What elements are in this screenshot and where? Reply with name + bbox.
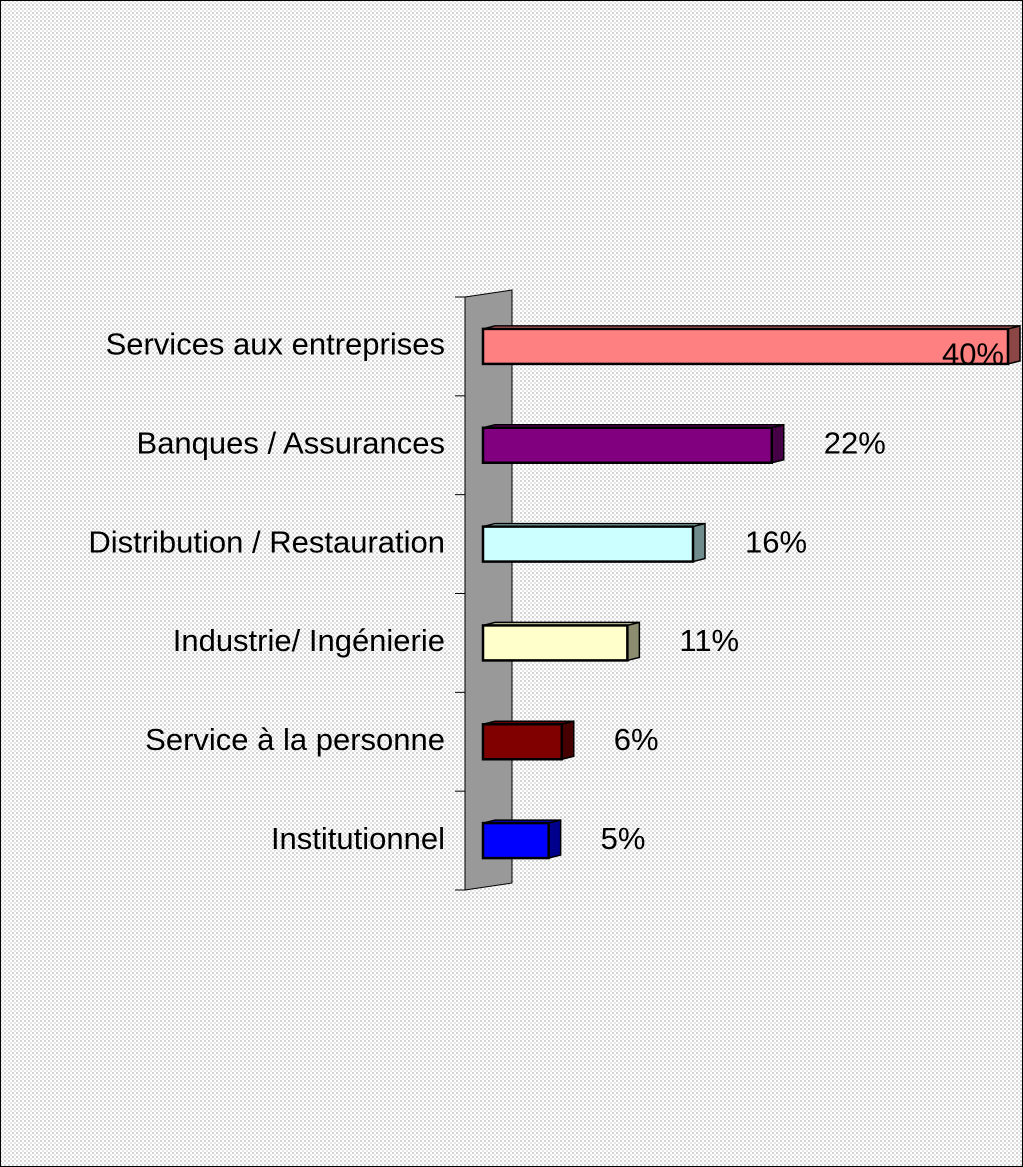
bar [481, 525, 695, 563]
category-label: Institutionnel [271, 821, 445, 856]
category-label: Banques / Assurances [137, 425, 445, 460]
value-label: 6% [614, 722, 659, 757]
bar-side [1007, 324, 1021, 365]
category-label: Industrie/ Ingénierie [173, 623, 445, 658]
bar [481, 821, 550, 860]
value-label: 5% [601, 821, 646, 856]
category-label: Services aux entreprises [106, 327, 445, 362]
bar [481, 426, 773, 464]
value-label: 11% [679, 623, 739, 658]
bar-side [547, 819, 562, 860]
bar-side [626, 621, 641, 662]
axis-wall [464, 289, 513, 891]
bar [481, 723, 563, 761]
bar-side [692, 522, 706, 563]
value-label: 22% [824, 425, 886, 460]
bar [481, 624, 629, 662]
bar-side [771, 423, 785, 464]
bar [481, 327, 1010, 366]
value-label: 16% [745, 524, 807, 559]
value-label: 40% [942, 337, 1004, 372]
category-label: Distribution / Restauration [88, 524, 445, 559]
category-label: Service à la personne [145, 722, 445, 757]
bar-side [561, 720, 575, 761]
